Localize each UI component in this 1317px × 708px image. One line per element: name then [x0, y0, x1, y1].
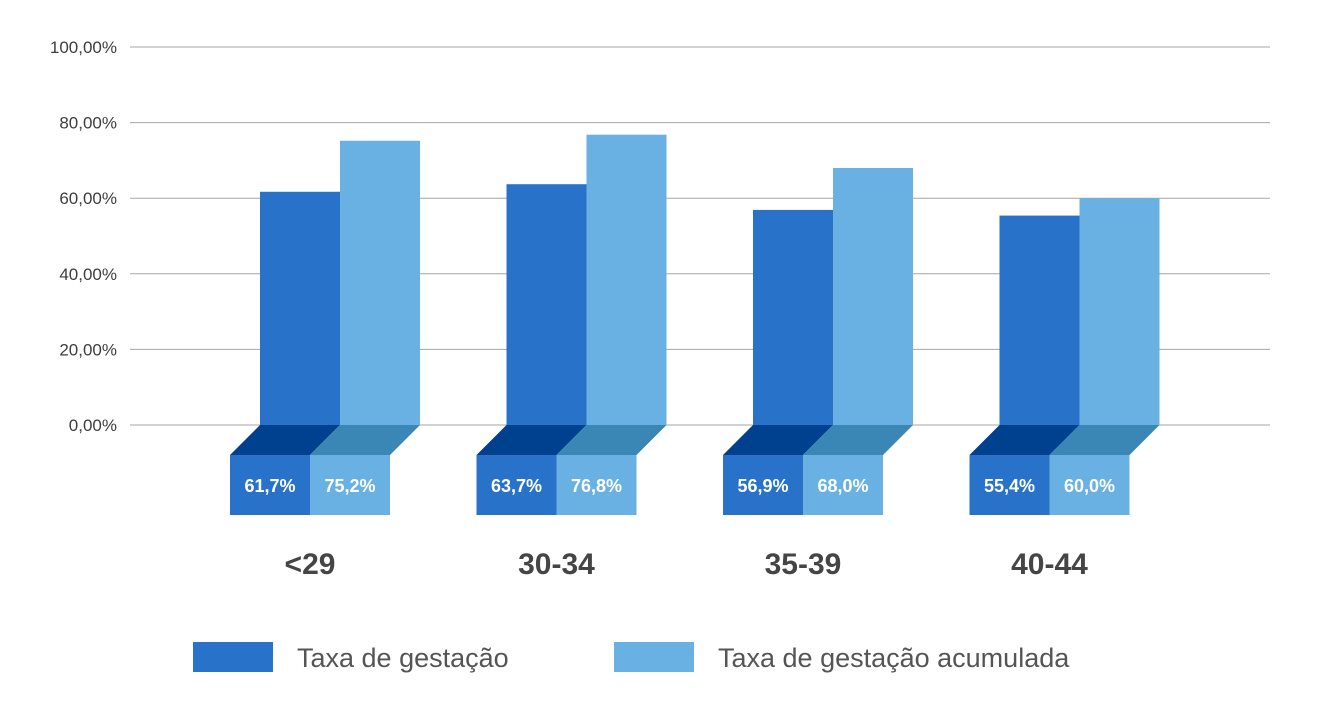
x-category-label: 40-44: [1011, 548, 1088, 581]
y-axis: 0,00% 20,00% 40,00% 60,00% 80,00% 100,00%: [50, 38, 117, 435]
data-label: 56,9%: [737, 476, 788, 496]
data-label: 75,2%: [324, 476, 375, 496]
value-label-box: [969, 455, 1050, 515]
data-label: 76,8%: [571, 476, 622, 496]
y-tick-label: 40,00%: [59, 265, 117, 284]
bar-base-bevel: [476, 425, 587, 455]
value-label-box: [1049, 455, 1130, 515]
bar-taxa-acumulada: [340, 140, 420, 425]
y-tick-label: 100,00%: [50, 38, 117, 57]
value-label-box: [803, 455, 883, 515]
value-label-box: [723, 455, 803, 515]
bar-taxa-de-gestacao: [999, 215, 1080, 425]
legend-swatch: [193, 642, 273, 672]
data-label: 55,4%: [984, 476, 1035, 496]
bar-taxa-acumulada: [586, 134, 667, 426]
y-tick-label: 80,00%: [59, 114, 117, 133]
legend-swatch: [614, 642, 694, 672]
data-label: 61,7%: [244, 476, 295, 496]
value-label-box: [310, 455, 390, 515]
data-label: 68,0%: [817, 476, 868, 496]
x-category-label: 35-39: [765, 548, 842, 581]
value-label-box: [556, 455, 637, 515]
x-axis: <29 30-34 35-39 40-44: [285, 548, 1089, 581]
bar-base-bevel: [310, 425, 420, 455]
bar-base-bevel: [969, 425, 1080, 455]
bar-taxa-de-gestacao: [260, 191, 340, 425]
bar-taxa-acumulada: [1079, 198, 1160, 425]
bar-taxa-de-gestacao: [753, 209, 833, 425]
x-category-label: <29: [285, 548, 336, 581]
y-tick-label: 60,00%: [59, 189, 117, 208]
legend-label: Taxa de gestação acumulada: [718, 643, 1070, 673]
bar-taxa-acumulada: [833, 167, 913, 425]
bar-base-bevel: [723, 425, 833, 455]
legend: Taxa de gestação Taxa de gestação acumula…: [193, 642, 1070, 673]
value-label-box: [476, 455, 557, 515]
data-label: 63,7%: [491, 476, 542, 496]
y-tick-label: 0,00%: [69, 416, 117, 435]
value-label-box: [230, 455, 310, 515]
bars-group: 61,7% 75,2% 63,7% 76,8% 56,9% 68,0% 55,4% 60,0%: [230, 134, 1160, 515]
y-tick-label: 20,00%: [59, 340, 117, 359]
bar-base-bevel: [1049, 425, 1160, 455]
bar-base-bevel: [230, 425, 340, 455]
legend-label: Taxa de gestação: [297, 643, 509, 673]
bar-base-bevel: [556, 425, 667, 455]
x-category-label: 30-34: [518, 548, 595, 581]
bar-base-bevel: [803, 425, 913, 455]
data-label: 60,0%: [1064, 476, 1115, 496]
bar-taxa-de-gestacao: [506, 184, 587, 425]
